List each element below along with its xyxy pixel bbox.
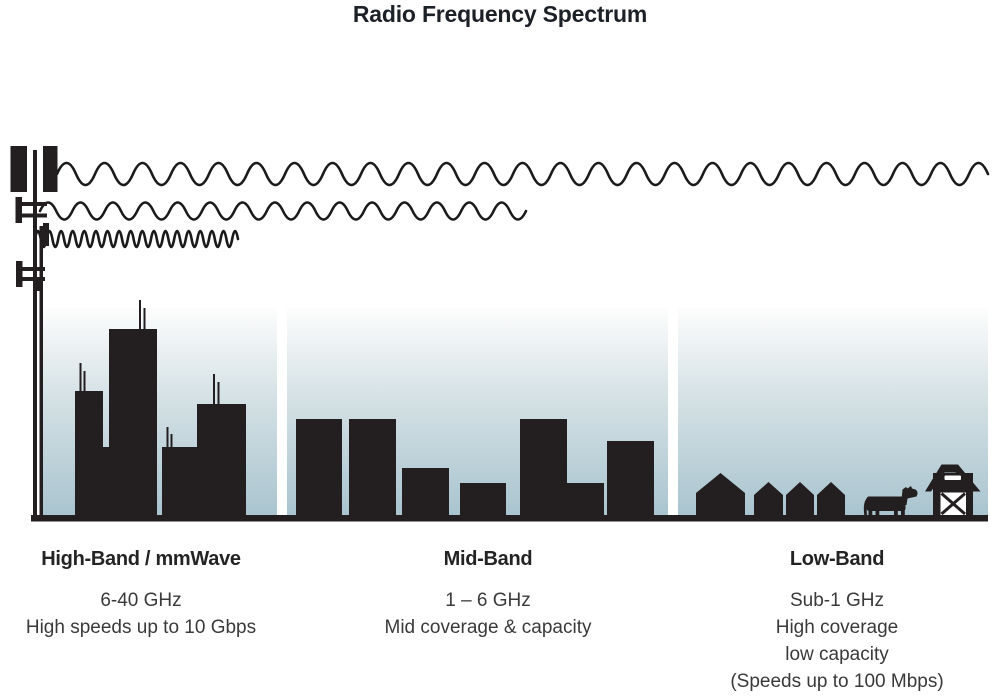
building-icon [567,483,604,515]
building-icon [103,447,109,515]
band-label-lowband: Low-Band Sub-1 GHz High coverage low cap… [687,548,987,695]
band-label-midband: Mid-Band 1 – 6 GHz Mid coverage & capaci… [338,548,638,641]
midband-city [296,419,654,515]
rooftop-antennas [79,300,220,447]
building-icon [162,447,197,515]
band-spec-line: 1 – 6 GHz [445,590,531,611]
barn-loft-vent [944,475,961,480]
band-spec-line: High speeds up to 10 Gbps [25,617,257,638]
band-name: High-Band / mmWave [41,548,241,570]
house-icon [696,473,745,515]
band-label-highband: High-Band / mmWave 6-40 GHz High speeds … [0,548,291,641]
house-icon [754,482,783,515]
building-icon [197,404,246,515]
band-spec-line: Mid coverage & capacity [384,617,592,638]
band-spec-line: low capacity [785,644,889,665]
band-spec-line: 6-40 GHz [100,590,182,611]
wave-short-wavelength-icon [33,229,240,249]
wave-long-wavelength-icon [55,161,990,187]
wave-medium-wavelength-icon [38,201,528,221]
band-spec-line: Sub-1 GHz [790,590,884,611]
house-icon [817,482,845,515]
building-icon [402,468,449,515]
cell-tower-icon [10,146,58,521]
building-icon [607,441,654,515]
band-spec-line: (Speeds up to 100 Mbps) [730,671,944,692]
cow-icon [863,486,918,520]
ground-line [31,515,988,522]
building-icon [109,329,157,515]
band-name: Low-Band [789,548,885,570]
spectrum-illustration [10,146,990,522]
building-icon [296,419,342,515]
building-icon [75,391,103,515]
diagram-title: Radio Frequency Spectrum [352,1,648,27]
building-icon [460,483,506,515]
band-name: Mid-Band [443,548,533,570]
lowband-countryside [696,464,981,520]
barn-icon [925,464,981,516]
highband-city [75,300,246,515]
building-icon [349,419,396,515]
building-icon [520,419,567,515]
band-spec-line: High coverage [775,617,899,638]
house-icon [786,482,814,515]
